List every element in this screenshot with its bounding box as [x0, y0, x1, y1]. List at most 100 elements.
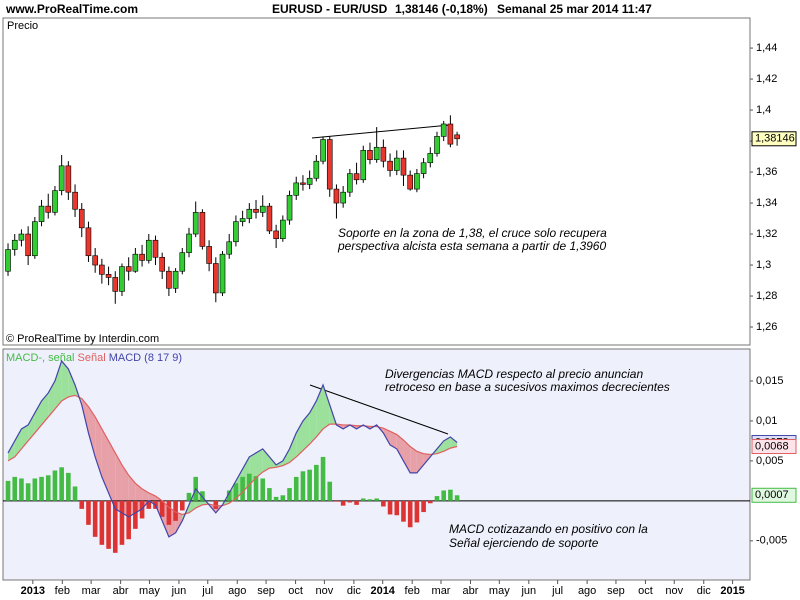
histogram-bar	[99, 500, 105, 545]
x-tick-label: jun	[520, 585, 536, 597]
last-value-box	[751, 487, 797, 503]
candle-body	[393, 157, 400, 171]
histogram-bar	[39, 476, 44, 501]
macd-fill	[309, 400, 317, 445]
annotation: MACD cotizazando en positivo con la	[449, 522, 648, 536]
y-tick-label: 1,34	[756, 197, 777, 209]
macd-fill	[8, 440, 15, 461]
line-series	[7, 394, 458, 516]
histogram-bar	[72, 486, 78, 501]
macd-fill	[256, 448, 263, 478]
macd-fill	[390, 431, 397, 449]
histogram-bar	[360, 498, 366, 501]
histogram-bar	[146, 500, 152, 509]
macd-fill	[14, 428, 22, 457]
histogram-bar	[387, 500, 393, 515]
macd-fill	[323, 384, 330, 429]
candle-body	[333, 188, 340, 204]
x-tick-label: abr	[463, 585, 479, 597]
histogram-bar	[267, 488, 272, 501]
candle-body	[226, 241, 233, 255]
macd-fill	[61, 360, 69, 401]
candle-body	[246, 208, 253, 219]
y-tick-label: 1,28	[756, 290, 777, 302]
annotation: perspectiva alcista esta semana a partir…	[337, 239, 606, 253]
histogram-bar	[52, 470, 58, 501]
histogram-bar	[213, 500, 219, 509]
candle-body	[58, 165, 65, 191]
candle-body	[434, 136, 440, 154]
y-tick-label: -0,005	[756, 535, 787, 547]
annotation: Divergencias MACD respecto al precio anu…	[385, 367, 643, 381]
histogram-bar	[92, 500, 98, 537]
candle-body	[45, 205, 52, 213]
candle-body	[112, 277, 119, 292]
candle-body	[206, 246, 212, 264]
candle-body	[132, 253, 139, 272]
histogram-bar	[25, 483, 31, 501]
candle-body	[326, 139, 333, 190]
last-value-box	[751, 131, 797, 147]
histogram-bar	[454, 495, 460, 501]
x-tick-label: jul	[551, 585, 563, 597]
x-tick-label: feb	[55, 585, 70, 597]
histogram-bar	[334, 500, 339, 502]
histogram-bar	[253, 476, 259, 501]
candle-body	[125, 266, 132, 272]
macd-fill	[403, 440, 411, 473]
candle-body	[32, 221, 38, 257]
histogram-bar	[159, 500, 165, 517]
histogram-bar	[293, 476, 299, 501]
x-tick-label: jun	[171, 585, 187, 597]
candle-body	[25, 233, 31, 257]
period: Semanal 25 mar 2014 11:47	[497, 2, 652, 16]
histogram-bar	[367, 499, 373, 501]
annotation: retroceso en base a sucesivos maximos de…	[385, 380, 670, 394]
trend-line	[309, 384, 449, 435]
histogram-bar	[126, 500, 131, 540]
macd-fill	[289, 432, 297, 463]
histogram-bar	[394, 500, 400, 516]
histogram-bar	[414, 500, 420, 523]
candle-body	[380, 146, 387, 162]
histogram-bar	[347, 500, 353, 503]
histogram-bar	[374, 498, 379, 501]
histogram-bar	[260, 478, 266, 501]
histogram-bar	[280, 495, 286, 501]
y-tick-label: 1,26	[756, 321, 777, 333]
candle-body	[72, 191, 78, 210]
histogram-bar	[112, 500, 118, 553]
candle-body	[192, 212, 199, 235]
histogram-bar	[79, 500, 85, 509]
y-tick-label: 1,36	[756, 166, 777, 178]
histogram-bar	[434, 496, 440, 501]
x-tick-label: may	[139, 585, 160, 597]
candle-body	[166, 270, 172, 289]
legend-entry: MACD (8 17 9)	[106, 352, 182, 364]
candle-body	[145, 239, 152, 261]
legend: MACD-, señal Señal MACD (8 17 9)	[6, 352, 182, 364]
candle-body	[313, 160, 320, 179]
macd-fill	[262, 448, 270, 473]
y-tick-label: 1,44	[756, 42, 777, 54]
candle-body	[85, 227, 92, 257]
x-tick-label: 2014	[370, 585, 395, 597]
histogram-bar	[173, 500, 178, 521]
y-tick-label: 1,32	[756, 228, 777, 240]
histogram-bar	[287, 488, 292, 501]
candle-body	[306, 177, 313, 185]
site: www.ProRealTime.com	[5, 2, 138, 16]
macd-fill	[302, 412, 310, 451]
x-tick-label: 2015	[720, 585, 744, 597]
instrument: EURUSD - EUR/USD	[272, 2, 388, 16]
candle-body	[219, 253, 226, 294]
candle-body	[353, 173, 360, 181]
macd-fill	[108, 440, 116, 509]
y-tick-label: 0,005	[756, 455, 784, 467]
quote: 1,38146 (-0,18%)	[395, 2, 488, 16]
histogram-bar	[32, 478, 38, 501]
candle-body	[152, 239, 159, 258]
candle-body	[159, 256, 165, 272]
histogram-bar	[448, 489, 453, 501]
